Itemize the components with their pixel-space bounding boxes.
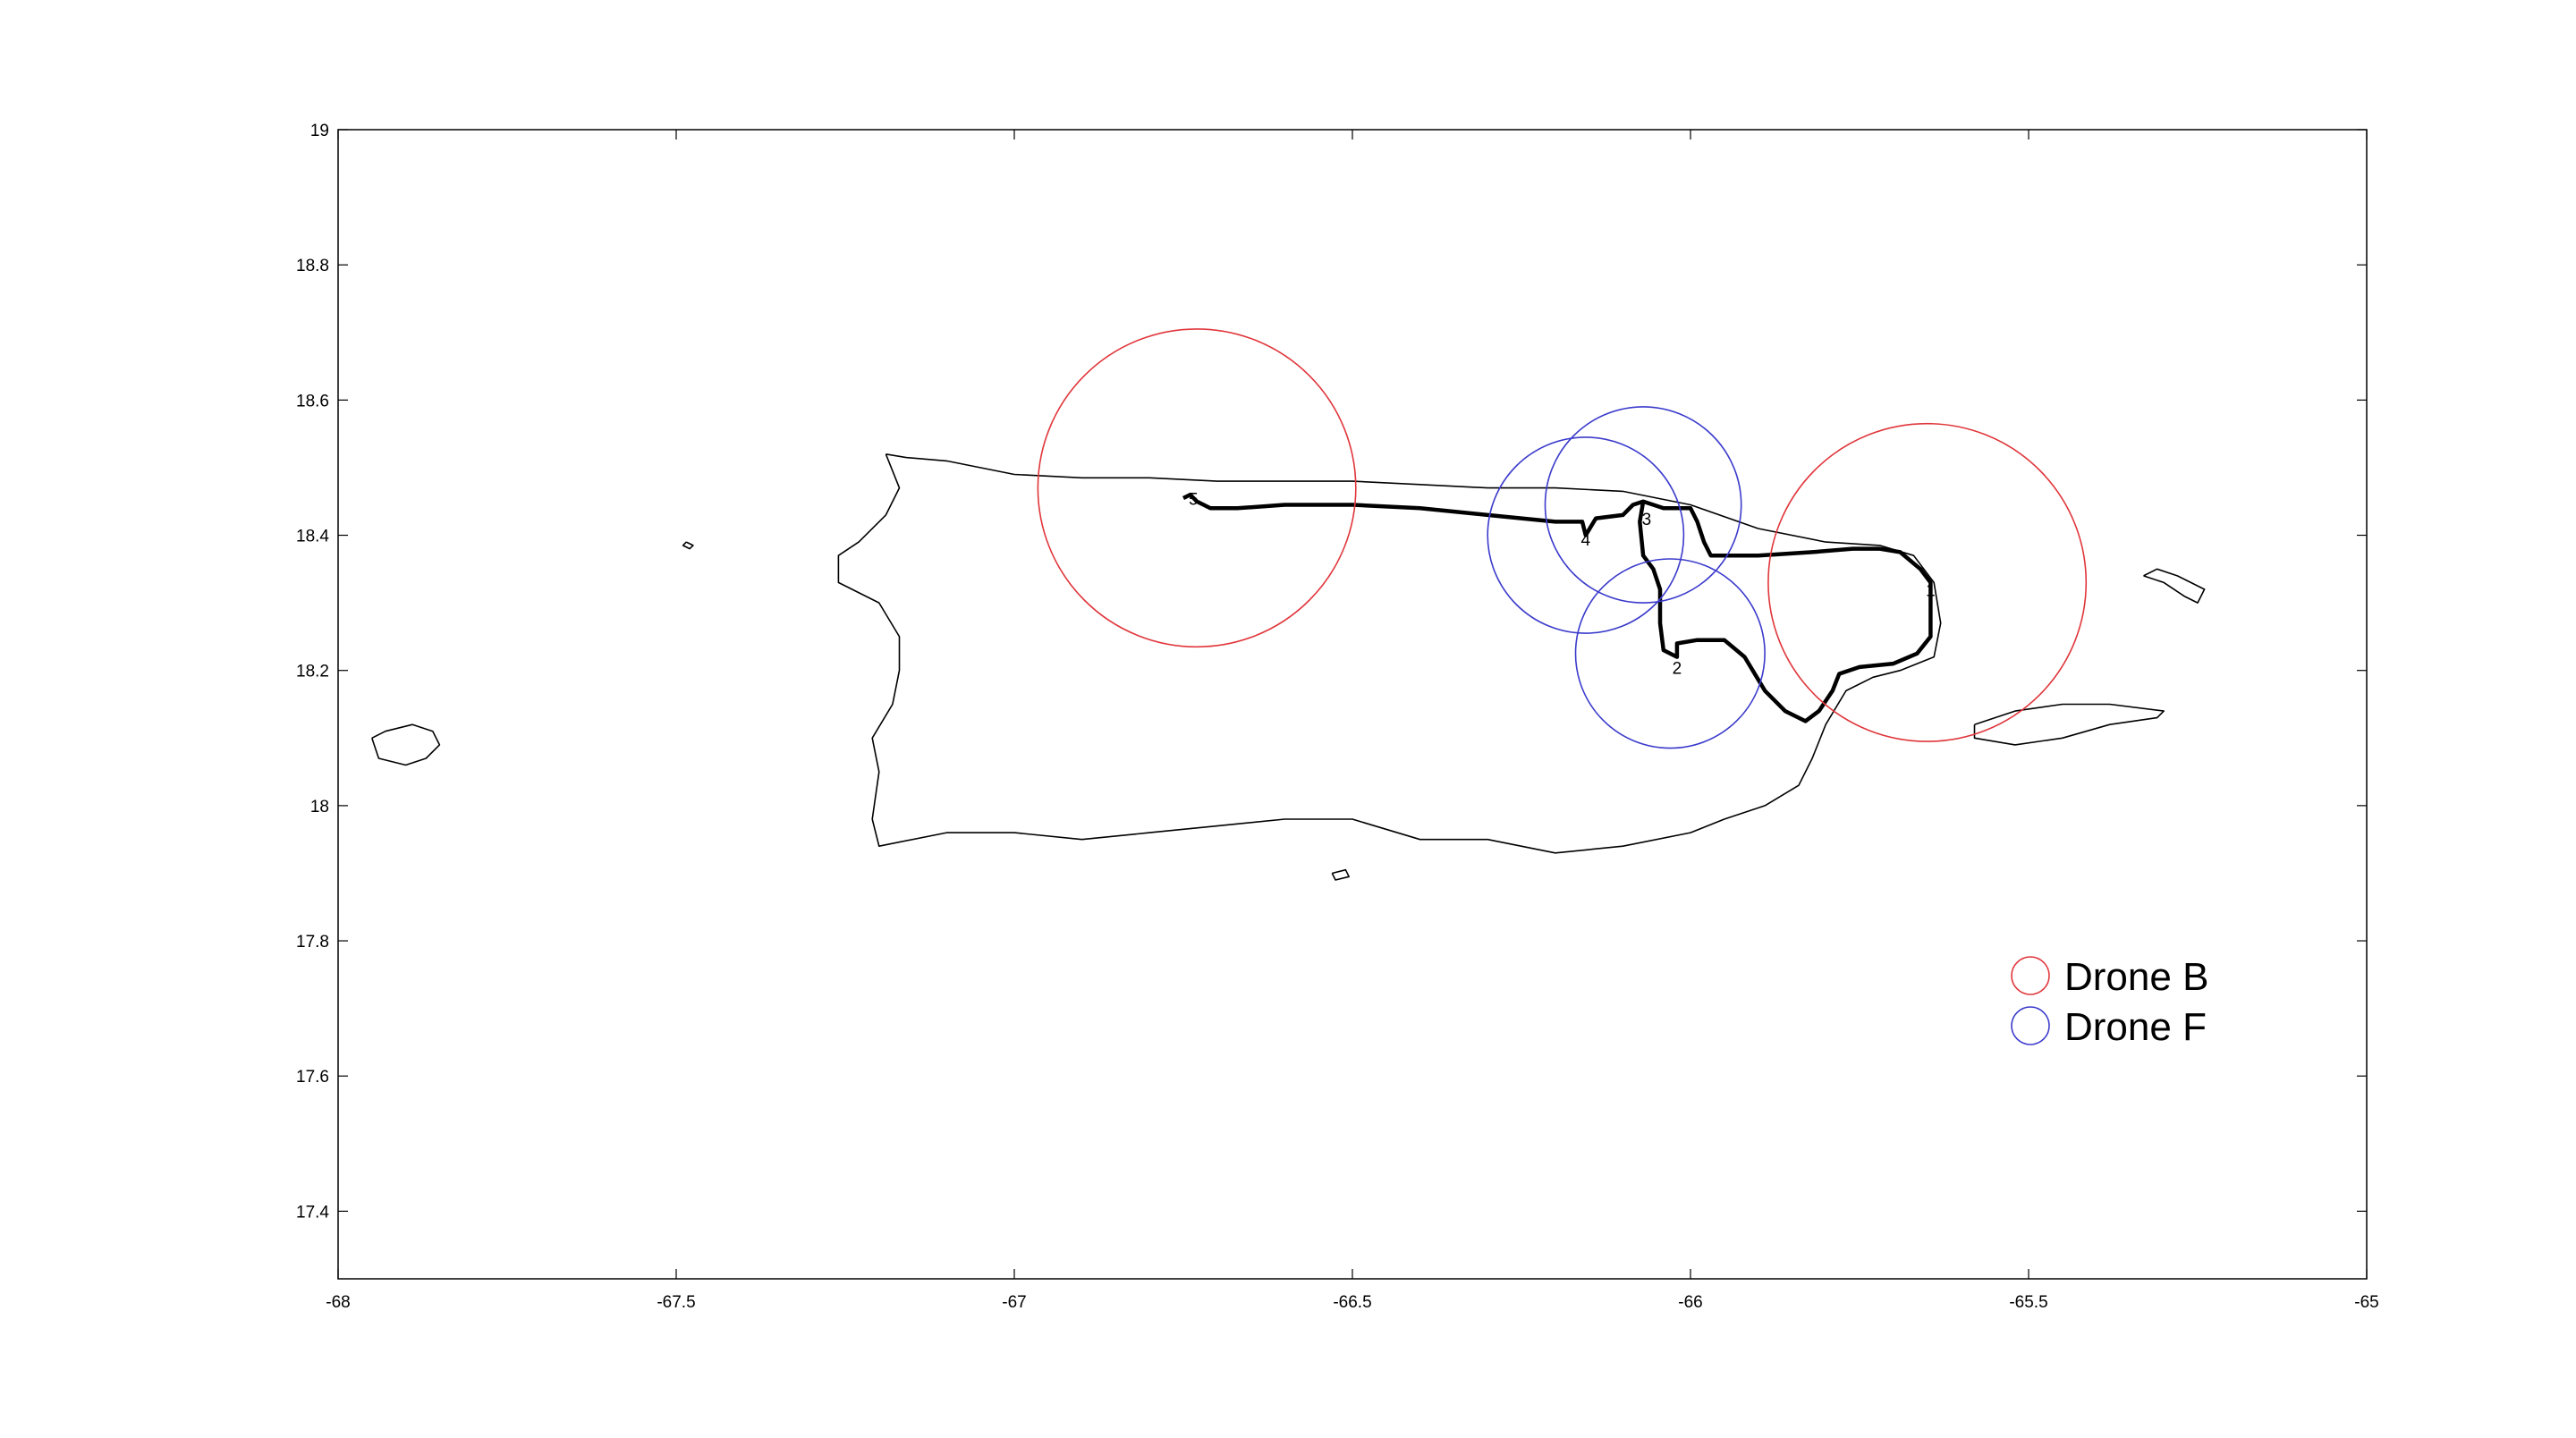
- legend-label-1: Drone B: [2064, 955, 2208, 999]
- x-tick-label: -66.5: [1333, 1293, 1371, 1312]
- x-tick-label: -68: [326, 1293, 350, 1312]
- coastline-vieques: [1973, 703, 2165, 746]
- coverage-circle-1: [1037, 328, 1357, 648]
- waypoint-label-4: 4: [1581, 531, 1591, 550]
- y-tick-label: 17.8: [296, 933, 329, 952]
- waypoint-label-3: 3: [1642, 511, 1652, 529]
- coastline-mona-island: [371, 723, 441, 766]
- waypoint-label-1: 1: [1926, 582, 1936, 601]
- y-tick-label: 18: [310, 798, 329, 816]
- y-tick-label: 18.2: [296, 663, 329, 681]
- waypoint-labels: 1 2 3 4 5: [1189, 491, 1936, 679]
- y-tick-label: 18.4: [296, 528, 329, 546]
- coastline-caja-de-muertos: [1331, 868, 1350, 881]
- waypoint-label-5: 5: [1189, 491, 1199, 510]
- coverage-circle-4: [1544, 406, 1742, 604]
- coverage-circle-5: [1574, 558, 1766, 749]
- legend-marker-1: [2011, 956, 2050, 995]
- coverage-circles: [1037, 328, 2088, 749]
- y-tick-label: 18.6: [296, 392, 329, 410]
- legend-label-2: Drone F: [2064, 1005, 2207, 1049]
- y-tick-label: 17.6: [296, 1068, 329, 1087]
- y-tick-label: 17.4: [296, 1203, 329, 1222]
- coastline-culebra: [2143, 568, 2206, 604]
- axis-ticks: -68 -67.5 -67 -66.5 -66 -65.5 -65 19 18.8 18.6 18.…: [296, 122, 2379, 1312]
- legend: Drone B Drone F: [2011, 955, 2208, 1049]
- legend-marker-2: [2011, 1006, 2050, 1045]
- route-line: [1182, 492, 1933, 723]
- x-tick-label: -67: [1002, 1293, 1026, 1312]
- y-tick-label: 18.8: [296, 257, 329, 275]
- x-tick-label: -66: [1678, 1293, 1702, 1312]
- x-tick-label: -65: [2354, 1293, 2378, 1312]
- coverage-circle-2: [1767, 422, 2088, 742]
- land-outlines: [371, 453, 2206, 881]
- x-tick-label: -65.5: [2009, 1293, 2047, 1312]
- y-tick-label: 19: [310, 122, 329, 140]
- coastline-desecheo: [682, 541, 694, 550]
- coverage-circle-3: [1487, 436, 1685, 634]
- x-tick-label: -67.5: [657, 1293, 695, 1312]
- waypoint-label-2: 2: [1673, 660, 1682, 679]
- coastline-main-island: [837, 453, 1942, 854]
- drone-route: [1182, 492, 1933, 723]
